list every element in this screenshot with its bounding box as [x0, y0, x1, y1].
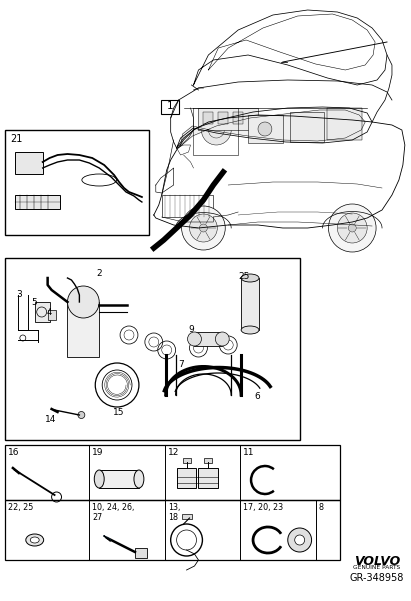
Bar [15, 195, 60, 209]
Bar [15, 152, 43, 174]
Circle shape [215, 332, 229, 346]
Circle shape [201, 115, 231, 145]
Text: 11: 11 [243, 448, 255, 457]
Text: GENUINE PARTS: GENUINE PARTS [353, 565, 401, 570]
Text: 1: 1 [166, 101, 173, 111]
Text: 16: 16 [8, 448, 19, 457]
Text: GR-348958: GR-348958 [350, 573, 404, 583]
Text: 22, 25: 22, 25 [8, 503, 33, 512]
Bar [233, 112, 243, 124]
Bar [135, 548, 147, 558]
Bar [5, 500, 340, 560]
Bar [218, 112, 228, 124]
Text: 6: 6 [254, 392, 260, 401]
Ellipse shape [26, 534, 44, 546]
Text: 4: 4 [46, 308, 52, 317]
Circle shape [182, 206, 225, 250]
Text: 13,
18: 13, 18 [168, 503, 180, 522]
Text: VOLVO: VOLVO [354, 555, 400, 568]
Bar [241, 278, 259, 330]
Text: 8: 8 [319, 503, 323, 512]
Bar [162, 195, 213, 217]
Ellipse shape [30, 537, 39, 543]
Bar [199, 108, 258, 130]
Bar [161, 100, 179, 114]
Text: 2: 2 [97, 269, 102, 278]
Bar [5, 258, 300, 440]
Bar [182, 514, 192, 519]
Bar [48, 310, 55, 320]
Text: 10, 24, 26,
27: 10, 24, 26, 27 [92, 503, 135, 522]
Circle shape [288, 528, 312, 552]
Bar [5, 130, 149, 235]
Bar [328, 108, 362, 140]
Bar [35, 302, 50, 322]
Bar [177, 468, 196, 488]
Polygon shape [180, 110, 365, 146]
Bar [290, 112, 324, 142]
Ellipse shape [134, 470, 144, 488]
Circle shape [337, 213, 367, 243]
Bar [194, 332, 222, 346]
Circle shape [295, 535, 305, 545]
Bar [67, 302, 99, 357]
Ellipse shape [241, 274, 259, 282]
Bar [5, 445, 340, 500]
Bar [204, 458, 212, 463]
Circle shape [67, 286, 99, 318]
Bar [199, 468, 218, 488]
Circle shape [328, 204, 376, 252]
Bar [248, 115, 283, 143]
Text: 7: 7 [179, 360, 185, 369]
Text: 12: 12 [168, 448, 179, 457]
Ellipse shape [241, 326, 259, 334]
Text: 15: 15 [113, 408, 125, 417]
Circle shape [258, 122, 272, 136]
Text: 5: 5 [32, 298, 37, 307]
Circle shape [189, 214, 217, 242]
Text: 25: 25 [238, 272, 249, 281]
Text: 17, 20, 23: 17, 20, 23 [243, 503, 283, 512]
Circle shape [199, 224, 208, 232]
Text: 3: 3 [16, 290, 22, 299]
Circle shape [187, 332, 201, 346]
Bar [203, 112, 213, 124]
Text: 14: 14 [45, 415, 56, 424]
Circle shape [348, 224, 356, 232]
Bar [99, 470, 139, 488]
Ellipse shape [94, 470, 104, 488]
Circle shape [78, 412, 85, 418]
Text: 9: 9 [189, 325, 194, 334]
Text: 21: 21 [10, 134, 22, 144]
Text: 19: 19 [92, 448, 104, 457]
Bar [182, 458, 191, 463]
